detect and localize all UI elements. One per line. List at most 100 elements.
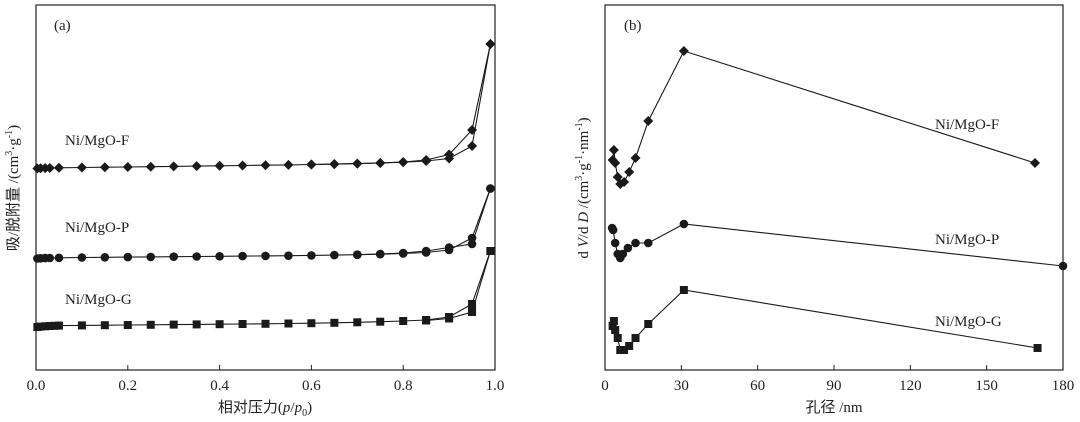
data-point-ni-mgo-f — [608, 145, 619, 155]
data-point-ni-mgo-f — [624, 167, 635, 177]
x-tick-label-b: 90 — [827, 378, 842, 394]
data-point-ni-mgo-p — [679, 219, 689, 229]
desorption-point-ni-mgo-g — [468, 308, 477, 316]
data-point-ni-mgo-f — [630, 153, 641, 163]
adsorption-point-ni-mgo-g — [330, 318, 339, 327]
plot-area-b — [607, 46, 1068, 354]
desorption-point-ni-mgo-p — [421, 246, 431, 256]
data-point-ni-mgo-p — [1058, 261, 1068, 271]
adsorption-point-ni-mgo-p — [238, 251, 247, 261]
adsorption-point-ni-mgo-g — [307, 319, 316, 328]
adsorption-point-ni-mgo-f — [145, 161, 156, 172]
data-point-ni-mgo-p — [623, 243, 633, 253]
data-point-ni-mgo-g — [609, 317, 618, 325]
data-point-ni-mgo-p — [643, 238, 653, 248]
adsorption-point-ni-mgo-g — [284, 319, 293, 328]
series-label-ni-mgo-g-a: Ni/MgO-G — [65, 292, 132, 308]
series-label-ni-mgo-f-a: Ni/MgO-F — [65, 133, 129, 149]
adsorption-point-ni-mgo-f — [44, 163, 55, 173]
data-point-ni-mgo-g — [625, 342, 634, 350]
data-point-ni-mgo-f — [678, 46, 689, 56]
adsorption-point-ni-mgo-g — [238, 320, 247, 328]
adsorption-point-ni-mgo-g — [376, 317, 385, 326]
x-tick-label-b: 0 — [601, 378, 609, 394]
adsorption-point-ni-mgo-f — [99, 162, 110, 173]
data-point-ni-mgo-g — [611, 326, 620, 334]
adsorption-point-ni-mgo-g — [215, 320, 224, 329]
desorption-line-ni-mgo-f — [311, 43, 491, 166]
adsorption-point-ni-mgo-p — [77, 253, 87, 262]
x-tick-label-b: 30 — [674, 378, 689, 394]
panel-a: (a) 0.0 0.2 0.4 0.6 0.8 1.0 Ni/MgO-F Ni/MgO-P… — [4, 4, 505, 419]
x-axis-title-a: 相对压力(p/p0) — [218, 399, 312, 419]
desorption-point-ni-mgo-p — [375, 249, 385, 259]
data-point-ni-mgo-g — [613, 334, 622, 342]
x-axis-title-b: 孔径 /nm — [805, 399, 862, 416]
x-tick-label-a: 1.0 — [486, 378, 505, 394]
adsorption-point-ni-mgo-p — [123, 252, 133, 262]
data-point-ni-mgo-g — [1033, 344, 1042, 352]
data-point-ni-mgo-g — [679, 286, 688, 294]
adsorption-point-ni-mgo-g — [36, 322, 45, 331]
adsorption-point-ni-mgo-p — [307, 251, 316, 260]
adsorption-point-ni-mgo-g — [123, 321, 132, 329]
adsorption-point-ni-mgo-g — [77, 321, 86, 330]
series-label-ni-mgo-p-a: Ni/MgO-P — [65, 220, 129, 236]
adsorption-point-ni-mgo-p — [192, 252, 201, 261]
adsorption-point-ni-mgo-p — [169, 252, 178, 261]
series-label-ni-mgo-g-b: Ni/MgO-G — [935, 314, 1002, 330]
x-tick-label-b: 60 — [750, 378, 765, 394]
adsorption-point-ni-mgo-p — [45, 253, 55, 263]
desorption-point-ni-mgo-f — [375, 158, 386, 168]
desorption-point-ni-mgo-g — [486, 247, 495, 255]
y-axis-title-b: d V/d D /(cm3·g-1·nm-1) — [574, 117, 592, 258]
x-tick-label-b: 180 — [1052, 378, 1075, 394]
data-point-ni-mgo-f — [610, 158, 621, 168]
x-tick-label-a: 0.8 — [394, 378, 413, 394]
adsorption-point-ni-mgo-p — [100, 252, 110, 262]
desorption-point-ni-mgo-f — [306, 159, 317, 170]
adsorption-point-ni-mgo-g — [100, 321, 109, 330]
x-tick-label-b: 120 — [899, 378, 922, 394]
y-axis-title-a: 吸/脱附量 /(cm3·g-1) — [4, 125, 22, 251]
data-point-ni-mgo-f — [1030, 158, 1041, 168]
x-axis-ticks-b: 0 30 60 90 120 150 180 — [601, 365, 1074, 394]
plot-frame-a — [35, 4, 496, 371]
desorption-point-ni-mgo-f — [444, 149, 455, 160]
series-label-ni-mgo-f-b: Ni/MgO-F — [935, 117, 999, 133]
adsorption-line-ni-mgo-f — [37, 43, 491, 170]
x-tick-label-a: 0.4 — [210, 378, 229, 394]
data-point-ni-mgo-f — [619, 177, 630, 187]
adsorption-point-ni-mgo-f — [283, 159, 294, 170]
adsorption-point-ni-mgo-g — [50, 321, 59, 330]
adsorption-point-ni-mgo-p — [54, 253, 64, 263]
adsorption-point-ni-mgo-f — [237, 160, 248, 171]
adsorption-point-ni-mgo-f — [260, 160, 271, 171]
x-tick-label-a: 0.0 — [27, 378, 46, 394]
desorption-point-ni-mgo-f — [398, 157, 409, 167]
desorption-point-ni-mgo-p — [467, 239, 477, 249]
adsorption-point-ni-mgo-f — [467, 141, 478, 151]
adsorption-point-ni-mgo-p — [284, 251, 293, 260]
adsorption-point-ni-mgo-g — [468, 300, 477, 308]
adsorption-point-ni-mgo-g — [192, 320, 201, 329]
adsorption-point-ni-mgo-f — [53, 162, 64, 173]
data-point-ni-mgo-p — [618, 249, 628, 259]
adsorption-point-ni-mgo-p — [146, 252, 156, 262]
adsorption-point-ni-mgo-p — [261, 251, 270, 261]
x-axis-ticks-a: 0.0 0.2 0.4 0.6 0.8 1.0 — [27, 365, 505, 394]
desorption-point-ni-mgo-p — [398, 248, 408, 258]
plot-area-a — [32, 39, 496, 331]
desorption-point-ni-mgo-f — [352, 158, 363, 169]
desorption-point-ni-mgo-p — [444, 243, 454, 252]
data-point-ni-mgo-p — [631, 238, 640, 248]
panel-label-a: (a) — [54, 18, 71, 34]
desorption-point-ni-mgo-f — [467, 125, 478, 135]
desorption-point-ni-mgo-p — [353, 250, 362, 259]
series-label-ni-mgo-p-b: Ni/MgO-P — [935, 232, 999, 248]
data-point-ni-mgo-p — [610, 238, 620, 248]
desorption-point-ni-mgo-f — [329, 159, 340, 170]
adsorption-point-ni-mgo-f — [76, 162, 87, 173]
data-point-ni-mgo-f — [643, 116, 654, 126]
